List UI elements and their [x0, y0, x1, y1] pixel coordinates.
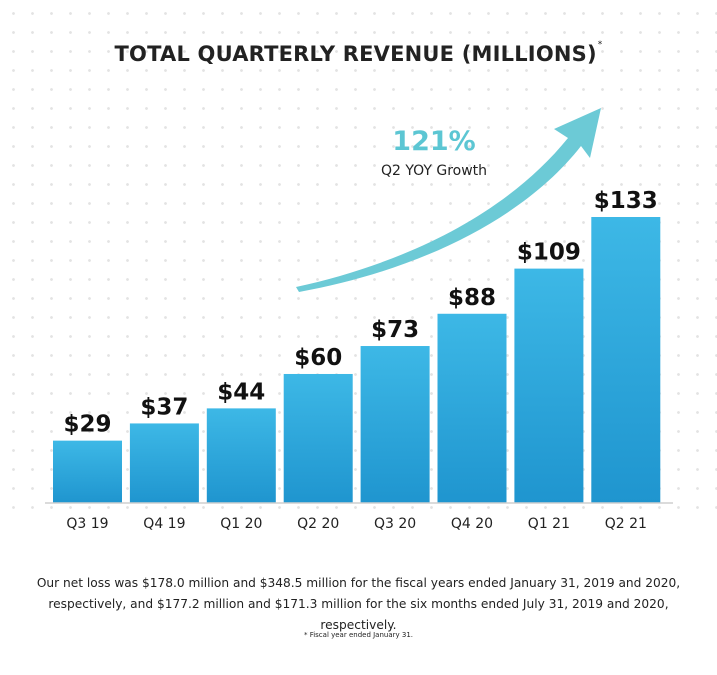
x-tick-label: Q2 21 [605, 516, 647, 532]
revenue-bar [437, 313, 507, 503]
bar-value-label: $37 [140, 394, 188, 420]
x-tick-label: Q1 20 [220, 516, 262, 532]
growth-label: Q2 YOY Growth [381, 163, 487, 179]
bar-value-label: $109 [517, 240, 581, 266]
x-tick-label: Q1 21 [528, 516, 570, 532]
revenue-bar [129, 423, 199, 503]
title-footnote-mark: * [597, 40, 603, 50]
fiscal-year-note: * Fiscal year ended January 31. [303, 631, 414, 639]
chart-title-text: TOTAL QUARTERLY REVENUE (MILLIONS) [114, 42, 597, 66]
bar-value-label: $60 [294, 345, 342, 371]
x-tick-label: Q3 19 [66, 516, 108, 532]
revenue-bar [206, 408, 276, 503]
x-tick-labels: Q3 19 Q4 19 Q1 20 Q2 20 Q3 20 Q4 20 Q1 21 Q2 21 [66, 516, 647, 532]
bar-value-label: $73 [371, 317, 419, 343]
x-tick-label: Q2 20 [297, 516, 339, 532]
x-tick-label: Q3 20 [374, 516, 416, 532]
bars-group: $29 $37 $44 $60 $73 $88 $109 $133 [53, 188, 661, 503]
net-loss-footnote: Our net loss was $178.0 million and $348… [36, 576, 681, 632]
x-tick-label: Q4 20 [451, 516, 493, 532]
revenue-bar [360, 346, 430, 503]
revenue-bar [514, 268, 584, 503]
bar-value-label: $29 [63, 412, 111, 438]
bar-value-label: $44 [217, 379, 265, 405]
chart-title: TOTAL QUARTERLY REVENUE (MILLIONS)* [0, 40, 717, 66]
x-tick-label: Q4 19 [143, 516, 185, 532]
revenue-bar [53, 440, 122, 503]
bar-value-label: $133 [594, 188, 658, 214]
revenue-bar [283, 373, 353, 503]
revenue-bar-chart: 121% Q2 YOY Growth $29 $37 $44 $60 $73 $88 $10… [45, 108, 673, 532]
bar-value-label: $88 [448, 285, 496, 311]
growth-percentage: 121% [392, 126, 475, 157]
revenue-bar [591, 217, 661, 503]
growth-arrow-icon [296, 108, 601, 292]
